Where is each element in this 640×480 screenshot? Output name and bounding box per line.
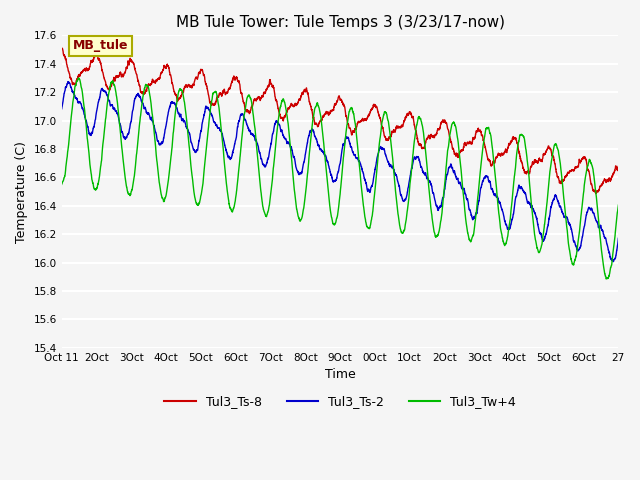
X-axis label: Time: Time [324,368,355,381]
Legend: Tul3_Ts-8, Tul3_Ts-2, Tul3_Tw+4: Tul3_Ts-8, Tul3_Ts-2, Tul3_Tw+4 [159,390,521,413]
Title: MB Tule Tower: Tule Temps 3 (3/23/17-now): MB Tule Tower: Tule Temps 3 (3/23/17-now… [175,15,504,30]
Y-axis label: Temperature (C): Temperature (C) [15,141,28,242]
Text: MB_tule: MB_tule [73,39,128,52]
